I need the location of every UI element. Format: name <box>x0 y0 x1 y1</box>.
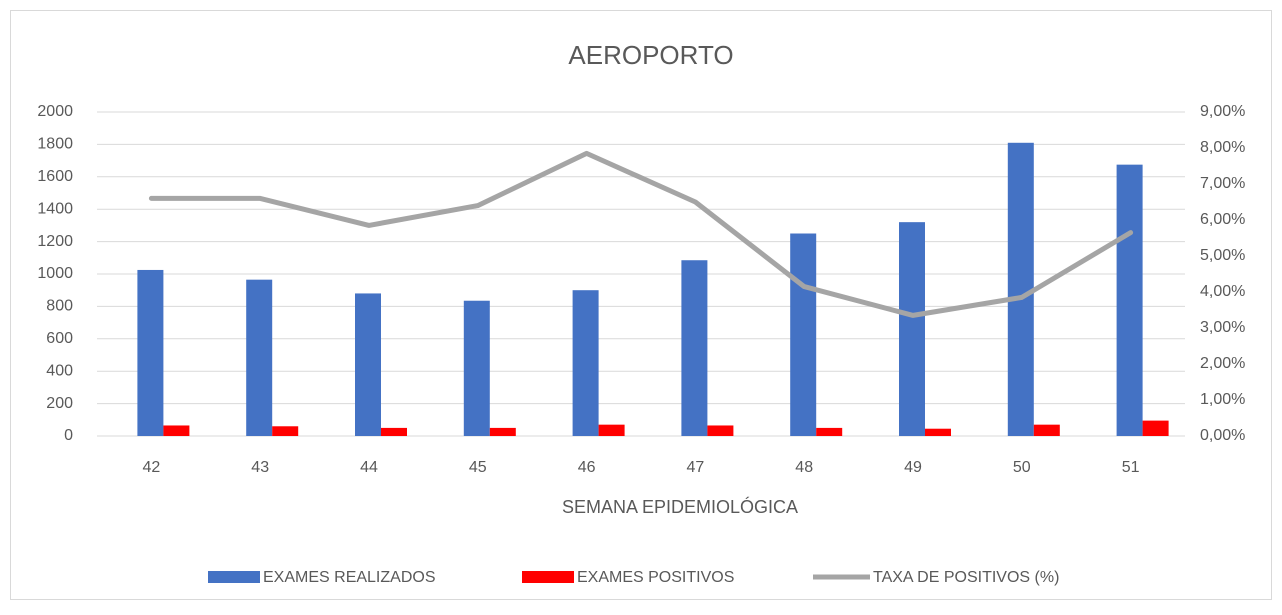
bar <box>355 293 381 436</box>
y-tick-label: 400 <box>46 362 73 379</box>
bar <box>899 222 925 436</box>
bar <box>1033 424 1060 436</box>
legend-label: EXAMES POSITIVOS <box>577 569 734 586</box>
bar <box>1007 142 1034 436</box>
chart-title: AEROPORTO <box>568 40 733 70</box>
y-tick-label: 1400 <box>37 200 73 217</box>
y2-tick-label: 6,00% <box>1200 211 1245 228</box>
x-tick-label: 50 <box>1013 459 1031 476</box>
bar <box>246 279 273 436</box>
bar <box>163 425 190 436</box>
bar <box>381 427 407 436</box>
bar <box>463 300 490 436</box>
x-tick-label: 47 <box>687 459 705 476</box>
y-tick-label: 800 <box>46 298 73 315</box>
y-tick-label: 1200 <box>37 233 73 250</box>
y-tick-label: 1000 <box>37 265 73 282</box>
x-tick-label: 49 <box>904 459 922 476</box>
x-tick-label: 43 <box>251 459 269 476</box>
x-tick-label: 42 <box>143 459 161 476</box>
y-tick-label: 2000 <box>37 103 73 120</box>
y2-tick-label: 2,00% <box>1200 355 1245 372</box>
y2-tick-label: 1,00% <box>1200 391 1245 408</box>
y-tick-label: 600 <box>46 330 73 347</box>
y2-tick-label: 4,00% <box>1200 283 1245 300</box>
y2-tick-label: 3,00% <box>1200 319 1245 336</box>
bar <box>1116 164 1143 436</box>
bar <box>489 427 516 436</box>
bar <box>598 424 625 436</box>
x-tick-label: 45 <box>469 459 487 476</box>
legend-swatch <box>208 571 260 583</box>
y2-tick-label: 5,00% <box>1200 247 1245 264</box>
y2-tick-label: 7,00% <box>1200 175 1245 192</box>
legend-label: EXAMES REALIZADOS <box>263 569 436 586</box>
x-axis-label: SEMANA EPIDEMIOLÓGICA <box>562 496 798 517</box>
bar <box>1142 420 1169 436</box>
chart-border <box>10 10 1272 600</box>
x-tick-label: 44 <box>360 459 378 476</box>
bar <box>137 269 164 436</box>
bar <box>681 260 708 436</box>
y2-tick-label: 8,00% <box>1200 139 1245 156</box>
y-tick-label: 200 <box>46 395 73 412</box>
bar <box>925 428 951 436</box>
bar <box>816 427 843 436</box>
y-tick-label: 1800 <box>37 136 73 153</box>
bar <box>707 425 734 436</box>
y2-tick-label: 0,00% <box>1200 427 1245 444</box>
bar <box>572 290 599 436</box>
legend-swatch <box>522 571 574 583</box>
x-tick-label: 51 <box>1122 459 1140 476</box>
bar <box>790 233 817 436</box>
y-tick-label: 1600 <box>37 168 73 185</box>
bar <box>272 426 299 436</box>
y2-tick-label: 9,00% <box>1200 103 1245 120</box>
x-tick-label: 48 <box>795 459 813 476</box>
y-tick-label: 0 <box>64 427 73 444</box>
legend-label: TAXA DE POSITIVOS (%) <box>873 569 1059 586</box>
line <box>148 150 1134 318</box>
x-tick-label: 46 <box>578 459 596 476</box>
